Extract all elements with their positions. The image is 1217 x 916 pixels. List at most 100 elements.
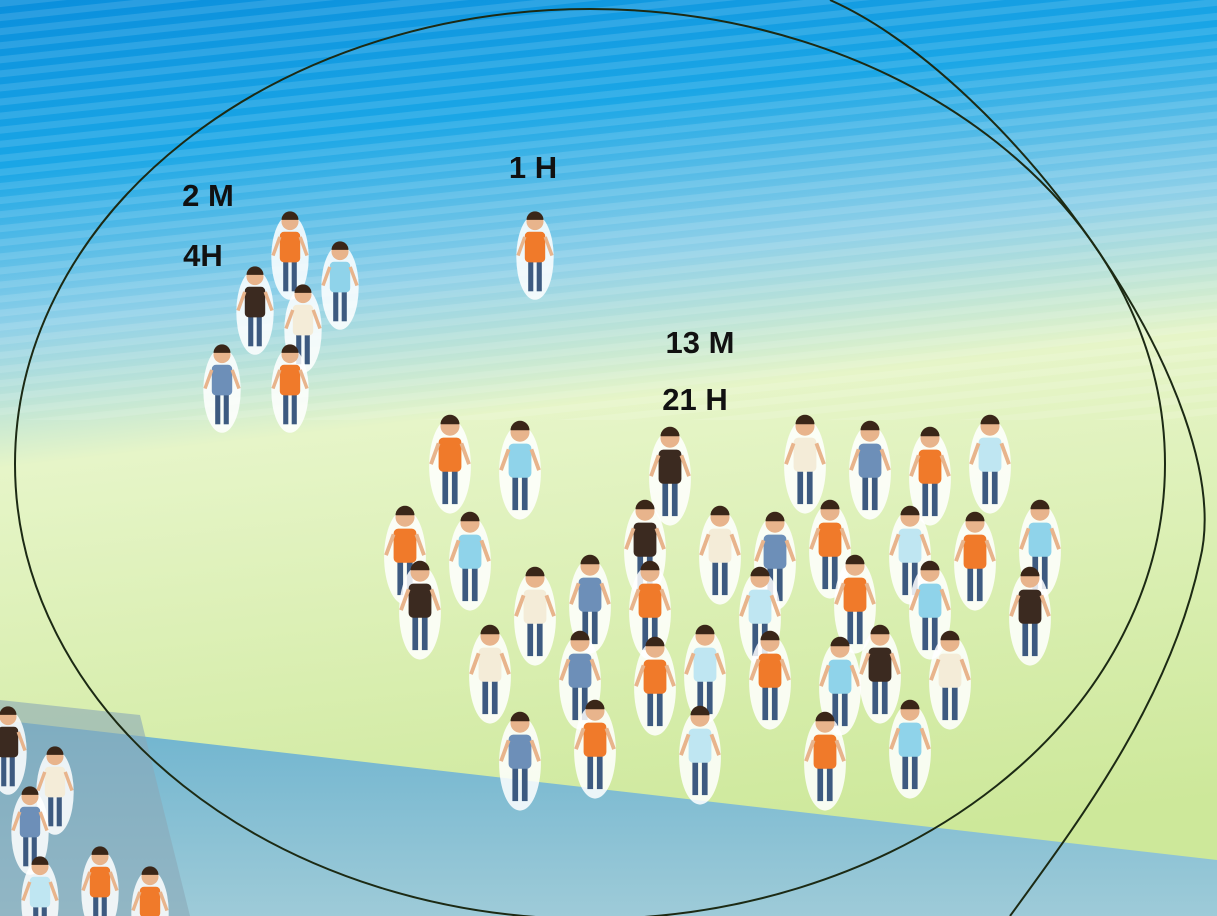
person-body: [212, 365, 232, 396]
person-leg: [283, 392, 288, 424]
person-body: [90, 867, 110, 898]
person-leg: [482, 678, 488, 714]
person-leg: [827, 765, 833, 801]
person-body: [459, 535, 482, 569]
person-body: [759, 654, 782, 688]
person-leg: [647, 690, 653, 726]
person-body: [0, 727, 18, 758]
person-leg: [215, 392, 220, 424]
person-body: [844, 578, 867, 612]
person-leg: [932, 480, 938, 516]
person-leg: [333, 289, 338, 321]
person-leg: [528, 259, 533, 291]
person-body: [1019, 590, 1042, 624]
group-label: 13 M: [666, 325, 735, 360]
person-leg: [587, 753, 593, 789]
person-body: [919, 450, 942, 484]
person-leg: [527, 620, 533, 656]
person-body: [694, 648, 717, 682]
person-body: [45, 767, 65, 798]
person-leg: [712, 559, 718, 595]
person-body: [525, 232, 545, 263]
person-leg: [257, 314, 262, 346]
person-leg: [857, 608, 863, 644]
person-leg: [967, 565, 973, 601]
person-body: [509, 735, 532, 769]
person-leg: [847, 608, 853, 644]
person-body: [20, 807, 40, 838]
person-body: [634, 523, 657, 557]
group-label: 1 H: [509, 150, 557, 185]
person-leg: [48, 794, 53, 826]
person-leg: [422, 614, 428, 650]
person-leg: [707, 678, 713, 714]
person-leg: [472, 565, 478, 601]
person-leg: [862, 474, 868, 510]
person-leg: [442, 468, 448, 504]
person-body: [639, 584, 662, 618]
person-leg: [248, 314, 253, 346]
person-leg: [512, 474, 518, 510]
person-leg: [492, 678, 498, 714]
person-leg: [57, 794, 62, 826]
person-body: [814, 735, 837, 769]
person-body: [140, 887, 160, 916]
person-leg: [572, 684, 578, 720]
person-leg: [817, 765, 823, 801]
person-leg: [10, 754, 15, 786]
person-leg: [912, 753, 918, 789]
person-leg: [522, 474, 528, 510]
person-leg: [992, 468, 998, 504]
person-leg: [872, 678, 878, 714]
group-label: 21 H: [662, 382, 727, 417]
person-body: [829, 660, 852, 694]
person-leg: [512, 765, 518, 801]
person-leg: [662, 480, 668, 516]
person-leg: [982, 468, 988, 504]
person-body: [919, 584, 942, 618]
person-leg: [537, 620, 543, 656]
person-body: [899, 723, 922, 757]
person-body: [579, 578, 602, 612]
person-leg: [872, 474, 878, 510]
page: 2 M 4H 1 H 13 M 21 H (() => { const data…: [0, 0, 1217, 916]
person-leg: [305, 332, 310, 364]
person-leg: [902, 753, 908, 789]
person-body: [794, 438, 817, 472]
person-leg: [952, 684, 958, 720]
person-body: [569, 654, 592, 688]
person-leg: [692, 759, 698, 795]
person-body: [859, 444, 882, 478]
person-leg: [452, 468, 458, 504]
person-leg: [762, 684, 768, 720]
person-body: [394, 529, 417, 563]
person-body: [330, 262, 350, 293]
person-leg: [342, 289, 347, 321]
person-body: [689, 729, 712, 763]
person-leg: [23, 834, 28, 866]
person-leg: [657, 690, 663, 726]
person-leg: [882, 678, 888, 714]
person-body: [439, 438, 462, 472]
person-body: [280, 232, 300, 263]
person-leg: [807, 468, 813, 504]
person-leg: [1032, 620, 1038, 656]
person-body: [245, 287, 265, 318]
person-body: [30, 877, 50, 908]
person-body: [293, 305, 313, 336]
person-leg: [224, 392, 229, 424]
person-body: [644, 660, 667, 694]
person-leg: [1, 754, 6, 786]
person-leg: [283, 259, 288, 291]
person-leg: [672, 480, 678, 516]
person-leg: [922, 614, 928, 650]
person-leg: [842, 690, 848, 726]
person-body: [979, 438, 1002, 472]
person-leg: [412, 614, 418, 650]
person-leg: [592, 608, 598, 644]
person-leg: [922, 480, 928, 516]
person-body: [709, 529, 732, 563]
person-leg: [902, 559, 908, 595]
person-leg: [292, 392, 297, 424]
group-label: 4H: [183, 238, 223, 273]
